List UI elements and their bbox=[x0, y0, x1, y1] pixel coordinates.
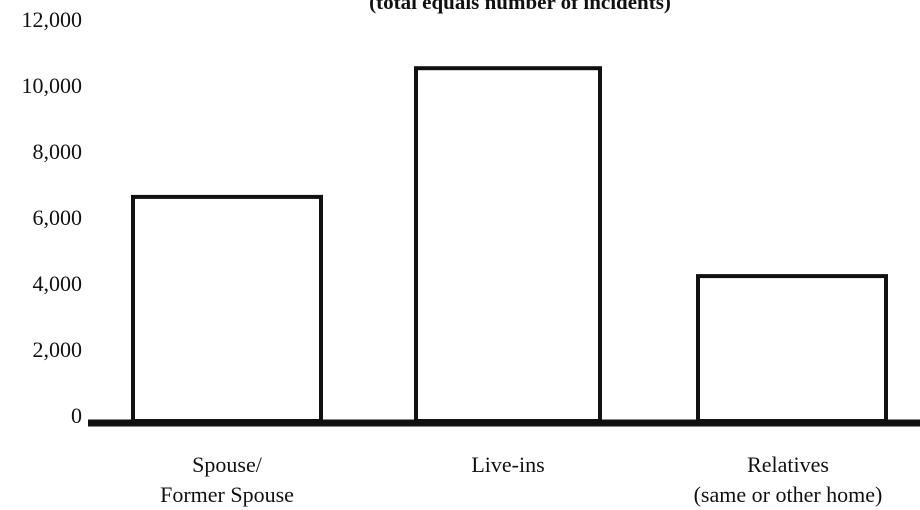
y-tick-label: 0 bbox=[71, 403, 82, 428]
x-tick-label: Live-ins bbox=[471, 452, 545, 477]
chart-subtitle: (total equals number of incidents) bbox=[369, 0, 671, 14]
bar bbox=[131, 194, 323, 423]
y-tick-label: 4,000 bbox=[33, 271, 83, 296]
y-tick-label: 6,000 bbox=[33, 205, 83, 230]
x-tick-label: Relatives (same or other home) bbox=[693, 452, 883, 507]
y-tick-label: 10,000 bbox=[22, 73, 83, 98]
y-tick-label: 8,000 bbox=[33, 139, 83, 164]
y-tick-label: 2,000 bbox=[33, 337, 83, 362]
y-tick-label: 12,000 bbox=[22, 7, 83, 32]
bar bbox=[696, 274, 888, 423]
x-tick-label: Spouse/ Former Spouse bbox=[160, 452, 294, 507]
bar bbox=[414, 66, 602, 423]
